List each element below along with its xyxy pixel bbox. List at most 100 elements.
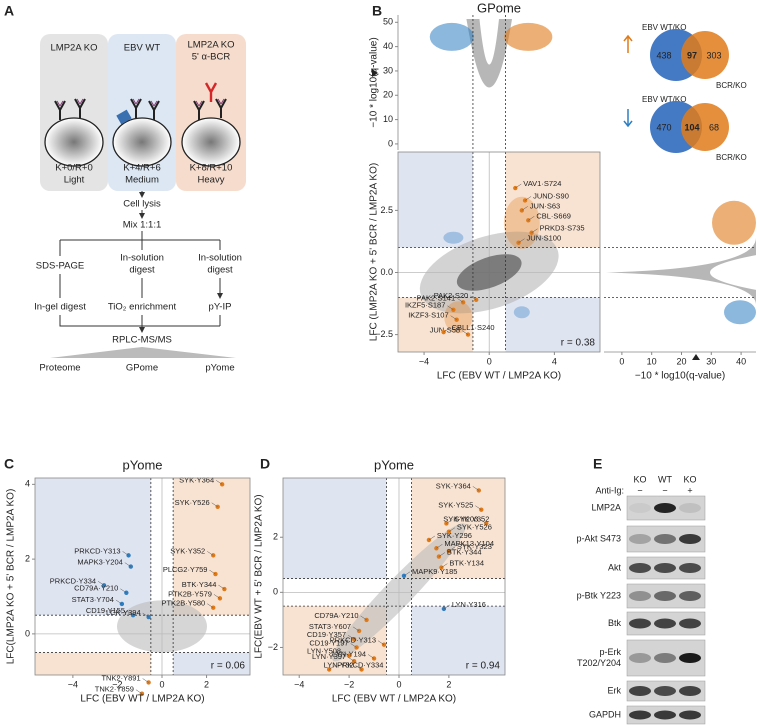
point-label: PRKD3·S735 xyxy=(540,224,585,233)
point-label: LCK·Y394 xyxy=(106,608,141,617)
band xyxy=(679,686,701,696)
density-cloud xyxy=(332,523,466,662)
leader-line xyxy=(450,315,457,320)
x-tick-label: 4 xyxy=(552,356,557,366)
point-label: IKZF5·S187 xyxy=(405,301,445,310)
y-tick-label: 0 xyxy=(388,138,393,148)
x-tick-label: −4 xyxy=(68,679,78,689)
band xyxy=(679,591,701,601)
leader-line xyxy=(135,689,143,694)
workflow-diagram: LMP2A KO EBV WT LMP2A KO 5' α-BCR K+0/R+… xyxy=(34,34,246,374)
treatment-sign: − xyxy=(662,485,667,495)
leader-line xyxy=(475,505,482,510)
set-count: 470 xyxy=(656,122,671,132)
y-tick-label: −2.5 xyxy=(375,329,393,339)
density-cloud xyxy=(503,196,540,249)
point-label: PRKCD·Y313 xyxy=(74,546,120,555)
x-axis-label: LFC (EBV WT / LMP2A KO) xyxy=(332,694,456,705)
annotation: r = 0.94 xyxy=(466,661,501,672)
quadrant xyxy=(173,652,250,675)
point-label: CBL·S669 xyxy=(536,211,571,220)
label-code: K+8/R+10 xyxy=(190,163,233,174)
point-label: IKZF3·S107 xyxy=(408,311,448,320)
x-tick-label: −2 xyxy=(112,679,122,689)
point-label: SYK·Y364 xyxy=(179,475,214,484)
point-label: TNK2·Y859 xyxy=(95,685,134,694)
point-label: PRKCD·Y334 xyxy=(337,660,383,669)
x-tick-label: 30 xyxy=(706,356,716,366)
blot-row-label: LMP2A xyxy=(591,502,621,512)
leader-line xyxy=(142,612,149,618)
panel-label: D xyxy=(260,456,270,472)
leader-line xyxy=(216,480,223,485)
y-tick-label: −2 xyxy=(268,642,278,652)
cell xyxy=(181,117,241,167)
band xyxy=(654,618,676,629)
point-label: PLCG2·Y759 xyxy=(163,565,208,574)
plot-frame xyxy=(282,477,506,676)
point-label: BTK·Y344 xyxy=(447,548,482,557)
set-count: 104 xyxy=(684,122,699,132)
set-count: 97 xyxy=(687,50,697,60)
leader-line xyxy=(207,603,214,608)
y-tick-label: 20 xyxy=(383,90,393,100)
point-label: JUN·S63 xyxy=(530,201,560,210)
label-tag: Light xyxy=(64,175,85,186)
lane-label: WT xyxy=(658,474,672,484)
leader-line xyxy=(472,486,479,491)
leader-line xyxy=(218,584,225,590)
data-point xyxy=(101,583,107,588)
cutoff-marker xyxy=(692,354,700,360)
lane-label: KO xyxy=(683,474,696,484)
label-code: K+0/R+0 xyxy=(55,163,93,174)
y-tick-label: 0 xyxy=(273,587,278,597)
set-count: 303 xyxy=(706,50,721,60)
x-tick-label: 10 xyxy=(647,356,657,366)
density-cloud xyxy=(606,237,756,305)
direction-arrow xyxy=(623,109,633,128)
band xyxy=(679,653,701,663)
x-axis-label: −10 * log10(q-value) xyxy=(635,371,725,382)
leader-line xyxy=(347,657,355,662)
scatter-panel: 0 10 20 30 40 −10 * log10(q-value) xyxy=(604,200,756,382)
band xyxy=(629,686,651,696)
point-label: CD19·Y155 xyxy=(86,606,125,615)
cutoff-marker xyxy=(372,69,378,77)
band xyxy=(629,563,651,573)
density-cloud xyxy=(513,306,530,319)
density-cloud xyxy=(466,19,513,88)
condition-name: EBV WT xyxy=(124,43,161,54)
scatter-panel: SYK·Y364 SYK·Y526 SYK·Y352 PLCG2·Y759 BTK·Y3… xyxy=(6,457,251,705)
leader-line xyxy=(480,519,487,524)
panel-label: B xyxy=(372,3,382,19)
set-count: 438 xyxy=(656,50,671,60)
step: SDS-PAGE xyxy=(36,261,84,272)
point-label: CD79A·Y210 xyxy=(314,611,358,620)
leader-line xyxy=(352,626,360,632)
cell xyxy=(44,117,104,167)
y-tick-label: 30 xyxy=(383,65,393,75)
point-label: JUN·S100 xyxy=(527,234,562,243)
point-label: LYN·Y508 xyxy=(307,647,341,656)
leader-line xyxy=(528,216,535,221)
quadrant xyxy=(411,606,505,675)
step: Mix 1:1:1 xyxy=(123,220,162,231)
step: digest xyxy=(207,265,233,276)
leader-line xyxy=(518,238,525,243)
quadrant xyxy=(173,478,250,616)
lane-label: KO xyxy=(633,474,646,484)
venn-circle xyxy=(681,31,729,79)
treatment-sign: + xyxy=(687,485,692,495)
leader-line xyxy=(457,298,464,303)
leader-line xyxy=(531,228,538,233)
step: RPLC-MS/MS xyxy=(112,335,172,346)
plot-frame xyxy=(397,151,601,353)
output: GPome xyxy=(126,363,158,374)
x-axis-label: LFC (EBV WT / LMP2A KO) xyxy=(437,371,561,382)
leader-line xyxy=(211,502,218,507)
leader-line xyxy=(448,546,456,552)
point-label: SYK·Y526 xyxy=(175,498,210,507)
set-label: BCR/KO xyxy=(716,81,747,90)
blot-row-label: Akt xyxy=(608,562,622,572)
